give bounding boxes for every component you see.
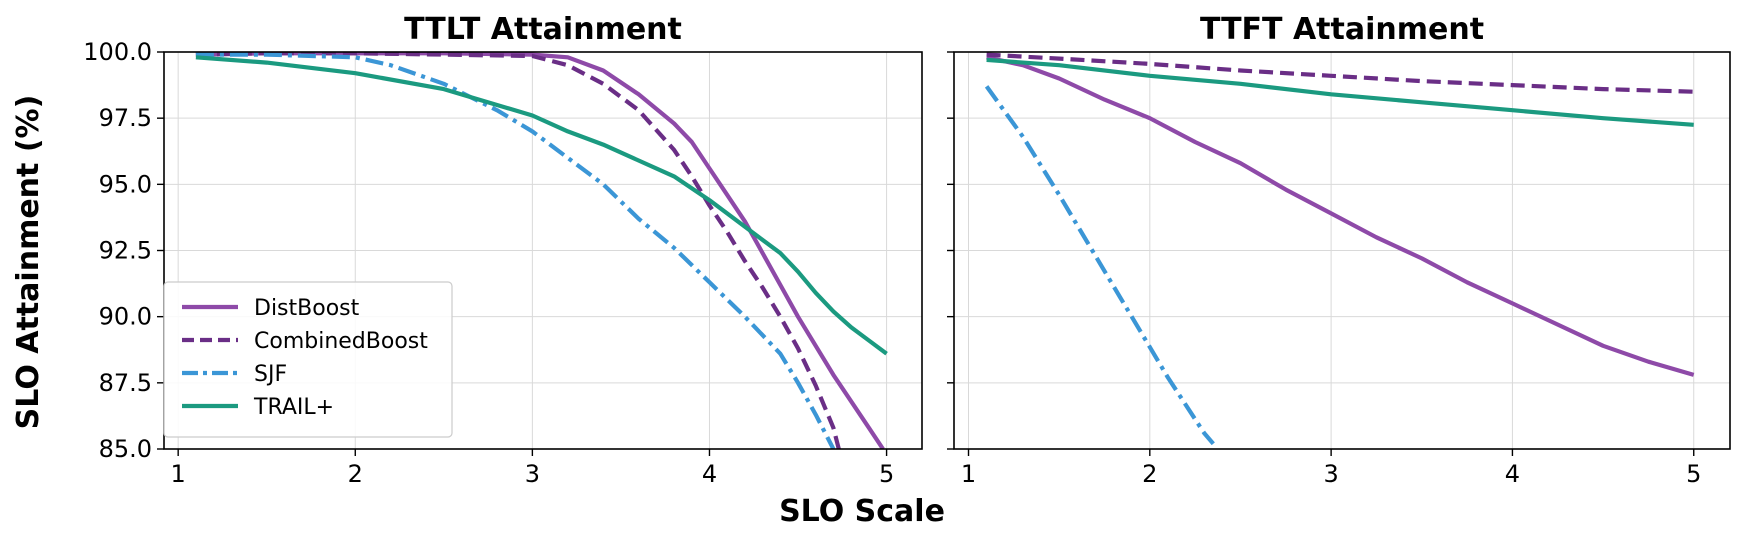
ticks-ttlt: 1 2 3 4 5 85.0 87.5 90.0 92.5 95.0 97.5 100.0 (83, 38, 894, 488)
y-tick-label: 97.5 (99, 104, 152, 132)
panel-ttft: 1 2 3 4 5 TTFT Attainment (947, 12, 1731, 488)
x-tick-label: 5 (879, 460, 894, 488)
x-axis-label: SLO Scale (779, 494, 945, 529)
series-line-combinedboost-ttlt (195, 52, 841, 449)
ticks-ttft: 1 2 3 4 5 (947, 51, 1701, 488)
series-ttft (984, 52, 1695, 446)
series-ttlt (195, 52, 888, 449)
grid-ttft (954, 51, 1730, 450)
chart-title-ttft: TTFT Attainment (1200, 12, 1484, 47)
x-tick-label: 3 (525, 460, 540, 488)
series-line-sjf-ttlt (195, 52, 836, 449)
legend-label-combinedboost: CombinedBoost (254, 329, 428, 354)
legend-label-trail: TRAIL+ (253, 395, 334, 420)
x-tick-label: 1 (961, 460, 976, 488)
y-axis-label: SLO Attainment (%) (11, 95, 46, 430)
x-tick-label: 5 (1686, 460, 1701, 488)
series-line-trail-ttft (986, 57, 1694, 127)
x-tick-label: 3 (1323, 460, 1338, 488)
legend-items: DistBoost CombinedBoost SJF TRAIL+ (182, 296, 428, 420)
y-tick-label: 92.5 (99, 237, 152, 265)
series-line-distboost-ttft (986, 55, 1695, 377)
y-tick-label: 85.0 (99, 435, 152, 463)
y-tick-label: 100.0 (83, 38, 152, 66)
legend-box (163, 281, 453, 438)
y-tick-label: 90.0 (99, 303, 152, 331)
legend-label-distboost: DistBoost (254, 296, 360, 321)
x-tick-label: 2 (1142, 460, 1157, 488)
x-tick-label: 4 (702, 460, 717, 488)
series-line-combinedboost-ttft (986, 52, 1694, 94)
y-tick-label: 87.5 (99, 369, 152, 397)
panel-ttlt: 1 2 3 4 5 85.0 87.5 90.0 92.5 95.0 97.5 100.0 TTLT … (83, 12, 923, 488)
x-tick-label: 2 (348, 460, 363, 488)
chart-title-ttlt: TTLT Attainment (404, 12, 682, 47)
legend-label-sjf: SJF (254, 362, 287, 387)
x-tick-label: 4 (1505, 460, 1520, 488)
series-line-trail-ttlt (195, 55, 888, 356)
series-line-sjf-ttft (984, 85, 1215, 446)
legend: DistBoost CombinedBoost SJF TRAIL+ (163, 281, 453, 438)
y-tick-label: 95.0 (99, 170, 152, 198)
x-tick-label: 1 (171, 460, 186, 488)
